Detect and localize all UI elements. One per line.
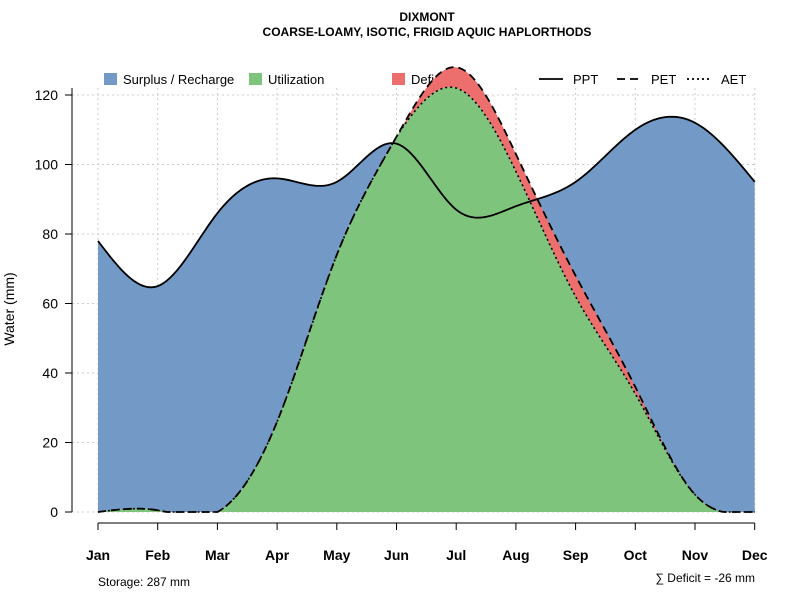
legend-item-aet: AET: [687, 72, 746, 87]
x-tick-label-mar: Mar: [205, 547, 230, 563]
y-tick-label-60: 60: [42, 296, 58, 312]
deficit-annotation: ∑ Deficit = -26 mm: [655, 571, 755, 585]
legend-label-ppt: PPT: [573, 72, 598, 87]
y-tick-label-40: 40: [42, 365, 58, 381]
x-tick-label-jan: Jan: [86, 547, 110, 563]
y-axis-label: Water (mm): [1, 272, 17, 345]
legend-item-ppt: PPT: [539, 72, 598, 87]
chart-title: DIXMONT: [399, 10, 455, 24]
x-tick-label-apr: Apr: [265, 547, 290, 563]
legend-swatch-utilization: [249, 73, 262, 85]
legend-label-aet: AET: [721, 72, 746, 87]
y-tick-label-20: 20: [42, 435, 58, 451]
x-tick-label-nov: Nov: [682, 547, 709, 563]
x-tick-label-oct: Oct: [624, 547, 648, 563]
axes: 0 20 40 60 80 100 120 Jan Feb Mar Apr May Jun Jul Aug S…: [35, 87, 768, 563]
water-areas: [98, 67, 755, 513]
x-tick-label-jul: Jul: [446, 547, 466, 563]
x-tick-label-feb: Feb: [145, 547, 170, 563]
legend-item-pet: PET: [617, 72, 676, 87]
y-tick-label-0: 0: [50, 504, 58, 520]
x-tick-label-aug: Aug: [502, 547, 529, 563]
legend-label-utilization: Utilization: [268, 72, 324, 87]
ppt-line: [97, 115, 756, 289]
storage-annotation: Storage: 287 mm: [98, 575, 190, 589]
legend: Surplus / Recharge Utilization Deficit PPT P…: [104, 72, 746, 87]
utilization-area: [98, 87, 755, 513]
y-tick-label-100: 100: [35, 157, 59, 173]
pet-line: [97, 66, 755, 513]
series-lines: [97, 66, 756, 513]
legend-swatch-deficit: [392, 73, 405, 85]
x-tick-label-may: May: [323, 547, 350, 563]
x-tick-label-dec: Dec: [742, 547, 768, 563]
legend-item-utilization: Utilization: [249, 72, 324, 87]
y-tick-label-80: 80: [42, 226, 58, 242]
legend-label-pet: PET: [651, 72, 676, 87]
chart-subtitle: COARSE-LOAMY, ISOTIC, FRIGID AQUIC HAPLO…: [263, 25, 592, 39]
x-tick-label-sep: Sep: [563, 547, 589, 563]
legend-swatch-surplus-recharge: [104, 73, 117, 85]
y-tick-label-120: 120: [35, 87, 59, 103]
legend-item-surplus-recharge: Surplus / Recharge: [104, 72, 234, 87]
x-tick-label-jun: Jun: [384, 547, 409, 563]
legend-label-surplus-recharge: Surplus / Recharge: [123, 72, 234, 87]
